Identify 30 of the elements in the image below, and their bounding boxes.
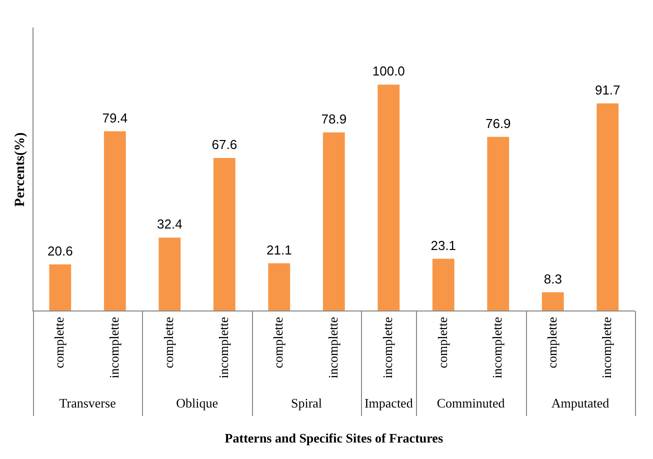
data-label: 76.9 bbox=[485, 116, 511, 131]
text: Spiral bbox=[290, 395, 322, 410]
data-label: 8.3 bbox=[544, 271, 562, 286]
x-tick-label: incomplette bbox=[325, 316, 340, 378]
data-label: 32.4 bbox=[157, 216, 182, 232]
data-label: 91.7 bbox=[594, 82, 620, 98]
x-tick-label: complette bbox=[270, 316, 286, 368]
x-axis-title: Patterns and Specific Sites of Fractures bbox=[224, 430, 443, 446]
text: Impacted bbox=[364, 395, 414, 410]
data-label: 79.4 bbox=[102, 110, 128, 126]
text: Transverse bbox=[59, 395, 116, 410]
x-tick-label: complette bbox=[544, 316, 560, 368]
data-label: 23.1 bbox=[430, 238, 456, 253]
data-label: 21.1 bbox=[266, 242, 292, 258]
text: Comminuted bbox=[436, 395, 506, 410]
x-tick-label: complette bbox=[434, 316, 450, 368]
x-tick-label: incomplette bbox=[599, 316, 614, 378]
y-axis-title: Percents(%) bbox=[13, 132, 28, 207]
text: Amputated bbox=[551, 395, 610, 410]
x-tick-label: incomplette bbox=[216, 316, 231, 378]
x-tick-label: complette bbox=[161, 316, 176, 368]
x-tick-label: complette bbox=[52, 316, 67, 368]
data-label: 20.6 bbox=[48, 243, 73, 258]
data-label: 67.6 bbox=[212, 137, 238, 152]
data-label: 100.0 bbox=[372, 64, 405, 79]
data-label: 78.9 bbox=[321, 111, 347, 126]
x-tick-label: incomplette bbox=[490, 316, 505, 378]
x-tick-label: incomplette bbox=[380, 316, 396, 378]
text: Oblique bbox=[176, 395, 218, 410]
x-tick-label: incomplette bbox=[106, 316, 122, 378]
